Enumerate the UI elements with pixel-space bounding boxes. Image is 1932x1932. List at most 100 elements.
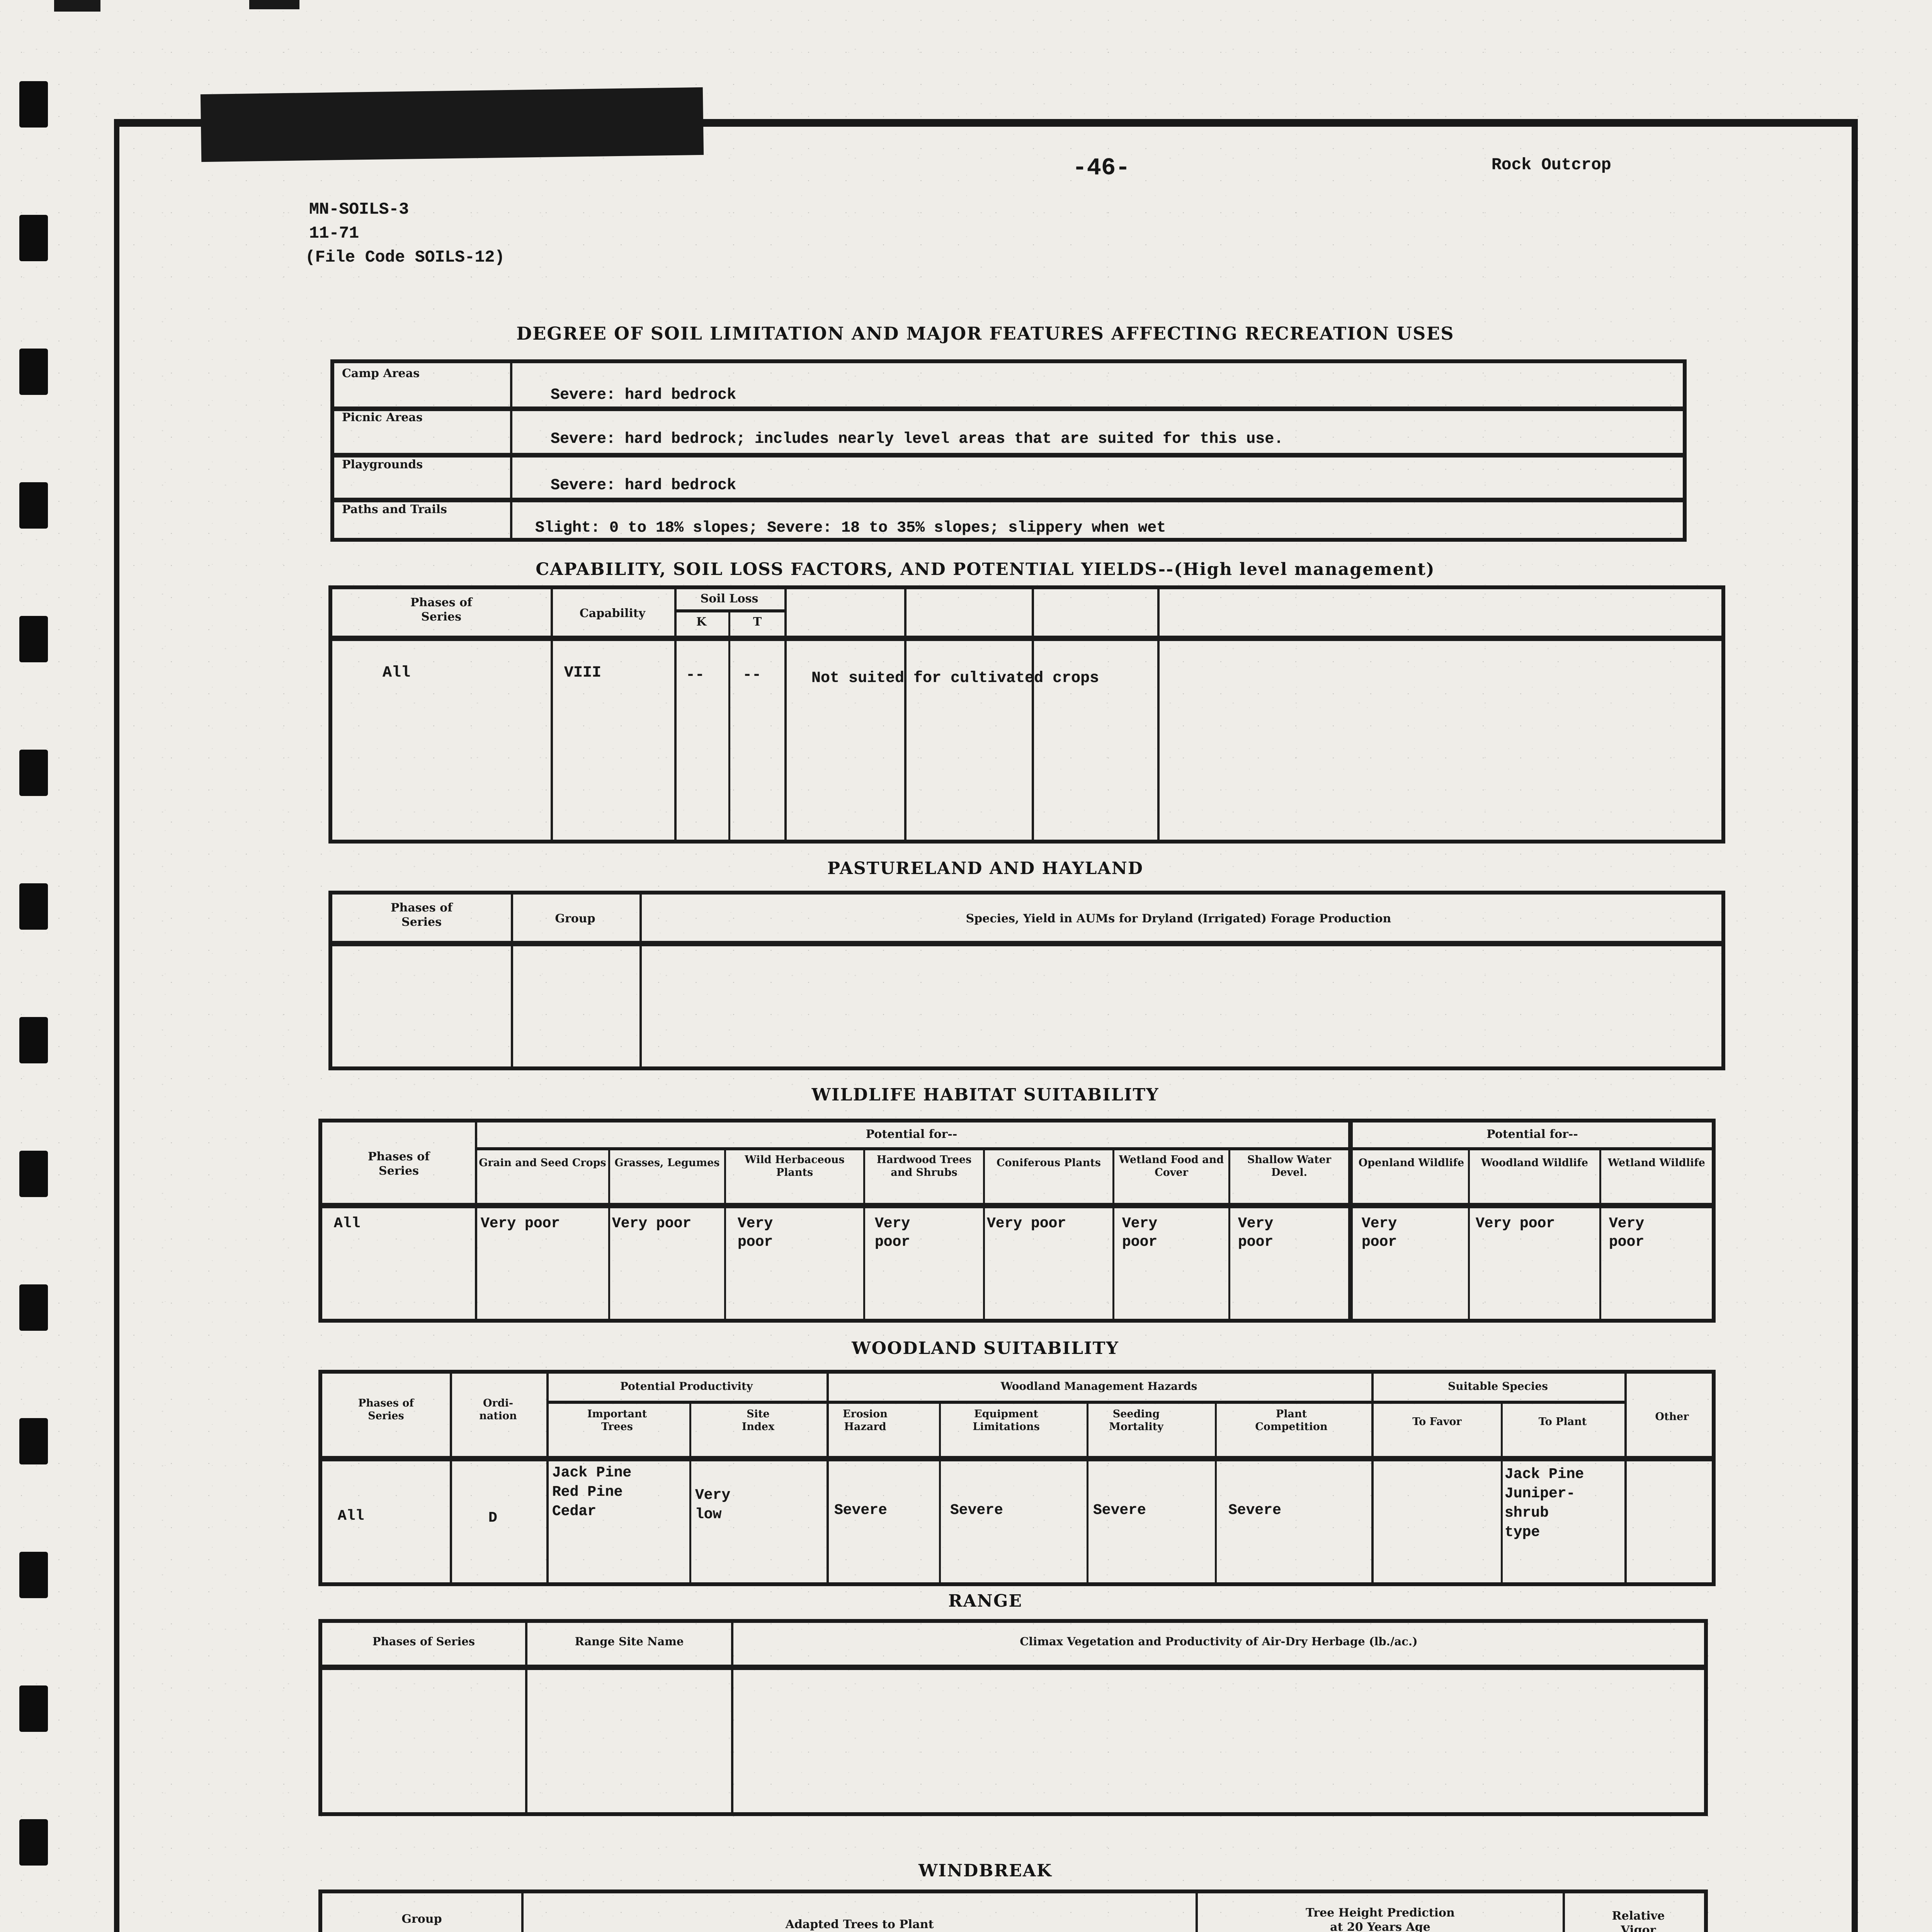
range-phases-header: Phases of Series — [372, 1635, 475, 1648]
woodland-erosion-header: Erosion Hazard — [843, 1408, 888, 1433]
wildlife-value: Very poor — [738, 1215, 773, 1250]
table-line — [731, 1623, 733, 1812]
wildlife-value: Very poor — [612, 1215, 692, 1232]
table-line — [1353, 1147, 1712, 1150]
capability-phases-value: All — [383, 664, 411, 682]
table-line — [1501, 1403, 1503, 1582]
pasture-phases-header: Phases of Series — [390, 901, 453, 929]
binding-hole — [19, 616, 48, 662]
capability-phases-header: Phases of Series — [410, 596, 473, 624]
picnic-areas-value: Severe: hard bedrock; includes nearly le… — [551, 430, 1284, 448]
capability-class-value: VIII — [564, 664, 602, 682]
table-line — [863, 1150, 865, 1319]
section-title-windbreak: WINDBREAK — [918, 1861, 1053, 1881]
binding-hole — [19, 482, 48, 529]
form-id-line2: 11-71 — [309, 224, 359, 243]
wildlife-value: Very poor — [875, 1215, 910, 1250]
table-line — [1599, 1150, 1601, 1319]
woodland-site-index-header: Site Index — [742, 1408, 775, 1433]
table-line — [827, 1401, 1371, 1404]
woodland-ordination-value: D — [488, 1510, 497, 1526]
table-line — [1087, 1403, 1088, 1582]
table-line — [608, 1150, 610, 1319]
windbreak-height-header: Tree Height Prediction at 20 Years Age — [1306, 1906, 1455, 1932]
soil-loss-k-value: -- — [686, 667, 705, 684]
table-line — [1157, 589, 1160, 840]
section-title-pasture: PASTURELAND AND HAYLAND — [827, 859, 1143, 878]
table-line — [511, 895, 513, 1066]
binding-hole — [19, 1151, 48, 1197]
table-line — [939, 1403, 941, 1582]
table-line — [983, 1150, 985, 1319]
table-line — [784, 589, 787, 840]
woodland-equipment-value: Severe — [950, 1502, 1003, 1519]
table-line — [546, 1374, 549, 1582]
table-line — [1032, 589, 1034, 840]
pasture-group-header: Group — [555, 912, 595, 925]
woodland-seeding-value: Severe — [1093, 1502, 1146, 1519]
form-id-line3: (File Code SOILS-12) — [305, 248, 505, 267]
page-border-right — [1852, 119, 1858, 1932]
capability-note: Not suited for cultivated crops — [811, 670, 1099, 687]
table-line — [334, 406, 1683, 411]
table-line — [525, 1623, 527, 1812]
woodland-other-header: Other — [1655, 1411, 1689, 1423]
table-line — [475, 1122, 477, 1319]
table-line — [322, 1456, 1712, 1461]
woodland-important-trees-value: Jack Pine Red Pine Cedar — [552, 1464, 632, 1520]
section-title-capability: CAPABILITY, SOIL LOSS FACTORS, AND POTEN… — [536, 560, 1435, 579]
table-line — [475, 1147, 1350, 1150]
table-line — [1348, 1122, 1353, 1319]
row-label-playgrounds: Playgrounds — [342, 458, 423, 471]
woodland-seeding-header: Seeding Mortality — [1109, 1408, 1163, 1433]
binding-hole — [19, 1685, 48, 1732]
binding-hole — [19, 1017, 48, 1063]
windbreak-vigor-header: Relative Vigor — [1612, 1909, 1665, 1932]
wildlife-value: Very poor — [1609, 1215, 1645, 1250]
windbreak-table: Group Adapted Trees to Plant Tree Height… — [318, 1889, 1708, 1932]
soil-loss-header: Soil Loss — [700, 592, 759, 605]
section-title-range: RANGE — [948, 1591, 1023, 1611]
soil-loss-k-header: K — [696, 615, 707, 629]
table-line — [674, 589, 677, 840]
wildlife-table: Phases of Series Potential for-- Potenti… — [318, 1119, 1716, 1323]
woodland-productivity-group-header: Potential Productivity — [620, 1380, 753, 1393]
section-title-wildlife: WILDLIFE HABITAT SUITABILITY — [811, 1085, 1159, 1105]
wildlife-col-header: Openland Wildlife — [1358, 1157, 1464, 1169]
row-label-camp-areas: Camp Areas — [342, 367, 420, 380]
woodland-important-trees-header: Important Trees — [587, 1408, 647, 1433]
woodland-ordination-header: Ordi- nation — [479, 1397, 517, 1422]
table-line — [334, 498, 1683, 502]
pasture-table: Phases of Series Group Species, Yield in… — [328, 891, 1725, 1070]
wildlife-col-header: Hardwood Trees and Shrubs — [876, 1154, 972, 1179]
wildlife-value: Very poor — [1476, 1215, 1555, 1232]
wildlife-col-header: Grain and Seed Crops — [479, 1157, 606, 1169]
table-line — [689, 1403, 691, 1582]
soil-loss-t-header: T — [753, 615, 762, 629]
binding-hole — [19, 1819, 48, 1866]
playgrounds-value: Severe: hard bedrock — [551, 477, 736, 494]
wildlife-col-header: Shallow Water Devel. — [1247, 1154, 1332, 1179]
wildlife-phases-value: All — [334, 1215, 361, 1232]
woodland-phases-header: Phases of Series — [358, 1397, 414, 1422]
page-number: -46- — [1072, 154, 1130, 182]
row-label-picnic-areas: Picnic Areas — [342, 411, 423, 424]
range-climax-header: Climax Vegetation and Productivity of Ai… — [1020, 1635, 1418, 1648]
table-line — [1228, 1150, 1230, 1319]
woodland-plant-comp-value: Severe — [1228, 1502, 1281, 1519]
map-unit-label: Rock Outcrop — [1492, 155, 1611, 174]
woodland-hazards-group-header: Woodland Management Hazards — [1000, 1380, 1197, 1393]
wildlife-col-header: Grasses, Legumes — [614, 1157, 720, 1169]
range-table: Phases of Series Range Site Name Climax … — [318, 1619, 1708, 1816]
table-line — [904, 589, 906, 840]
scan-artifact — [249, 0, 299, 9]
woodland-plant-comp-header: Plant Competition — [1255, 1408, 1328, 1433]
woodland-to-favor-header: To Favor — [1412, 1416, 1462, 1428]
pasture-species-header: Species, Yield in AUMs for Dryland (Irri… — [966, 912, 1391, 925]
table-line — [322, 1203, 1712, 1208]
row-label-paths-trails: Paths and Trails — [342, 503, 447, 516]
range-site-name-header: Range Site Name — [575, 1635, 684, 1648]
table-line — [1215, 1403, 1217, 1582]
wildlife-value: Very poor — [481, 1215, 560, 1232]
